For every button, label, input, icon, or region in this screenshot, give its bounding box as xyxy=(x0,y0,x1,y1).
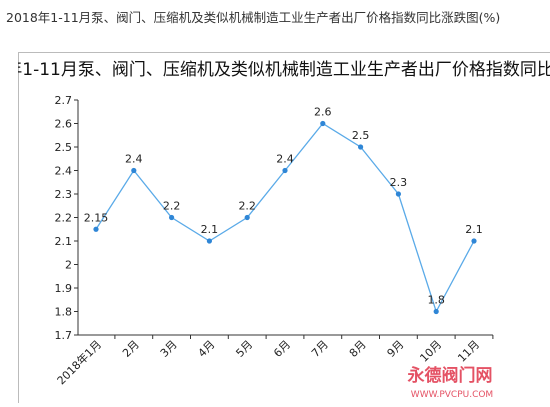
data-label: 2.5 xyxy=(352,129,370,142)
y-tick-label: 2.4 xyxy=(55,165,73,178)
data-point xyxy=(245,215,250,220)
y-tick-label: 2.7 xyxy=(55,94,73,107)
data-label: 2.1 xyxy=(201,223,219,236)
y-tick-label: 1.8 xyxy=(55,306,73,319)
y-tick-label: 2.6 xyxy=(55,118,73,131)
data-label: 1.8 xyxy=(427,294,445,307)
data-label: 2.4 xyxy=(125,153,143,166)
data-label: 2.3 xyxy=(390,176,408,189)
y-tick-label: 2 xyxy=(65,259,72,272)
data-point xyxy=(471,238,476,243)
watermark: 永德阀门网 xyxy=(407,365,493,386)
data-label: 2.2 xyxy=(163,200,181,213)
data-point xyxy=(207,238,212,243)
data-point xyxy=(396,191,401,196)
data-point xyxy=(169,215,174,220)
chart-title: 2018年1-11月泵、阀门、压缩机及类似机械制造工业生产者出厂价格指数同比涨跌… xyxy=(0,60,550,80)
data-point xyxy=(320,121,325,126)
y-tick-label: 2.5 xyxy=(55,141,73,154)
data-point xyxy=(358,144,363,149)
data-label: 2.4 xyxy=(276,153,294,166)
page-title: 2018年1-11月泵、阀门、压缩机及类似机械制造工业生产者出厂价格指数同比涨跌… xyxy=(6,10,500,25)
data-point xyxy=(131,168,136,173)
watermark: WWW.PVCPU.COM xyxy=(411,390,493,400)
data-point xyxy=(434,309,439,314)
data-point xyxy=(282,168,287,173)
data-label: 2.15 xyxy=(84,211,109,224)
y-tick-label: 1.9 xyxy=(55,282,73,295)
y-tick-label: 2.1 xyxy=(55,235,73,248)
y-tick-label: 2.2 xyxy=(55,212,73,225)
y-tick-label: 2.3 xyxy=(55,188,73,201)
y-tick-label: 1.7 xyxy=(55,329,73,342)
data-label: 2.1 xyxy=(465,223,483,236)
data-label: 2.6 xyxy=(314,106,332,119)
data-label: 2.2 xyxy=(238,200,256,213)
data-point xyxy=(93,227,98,232)
